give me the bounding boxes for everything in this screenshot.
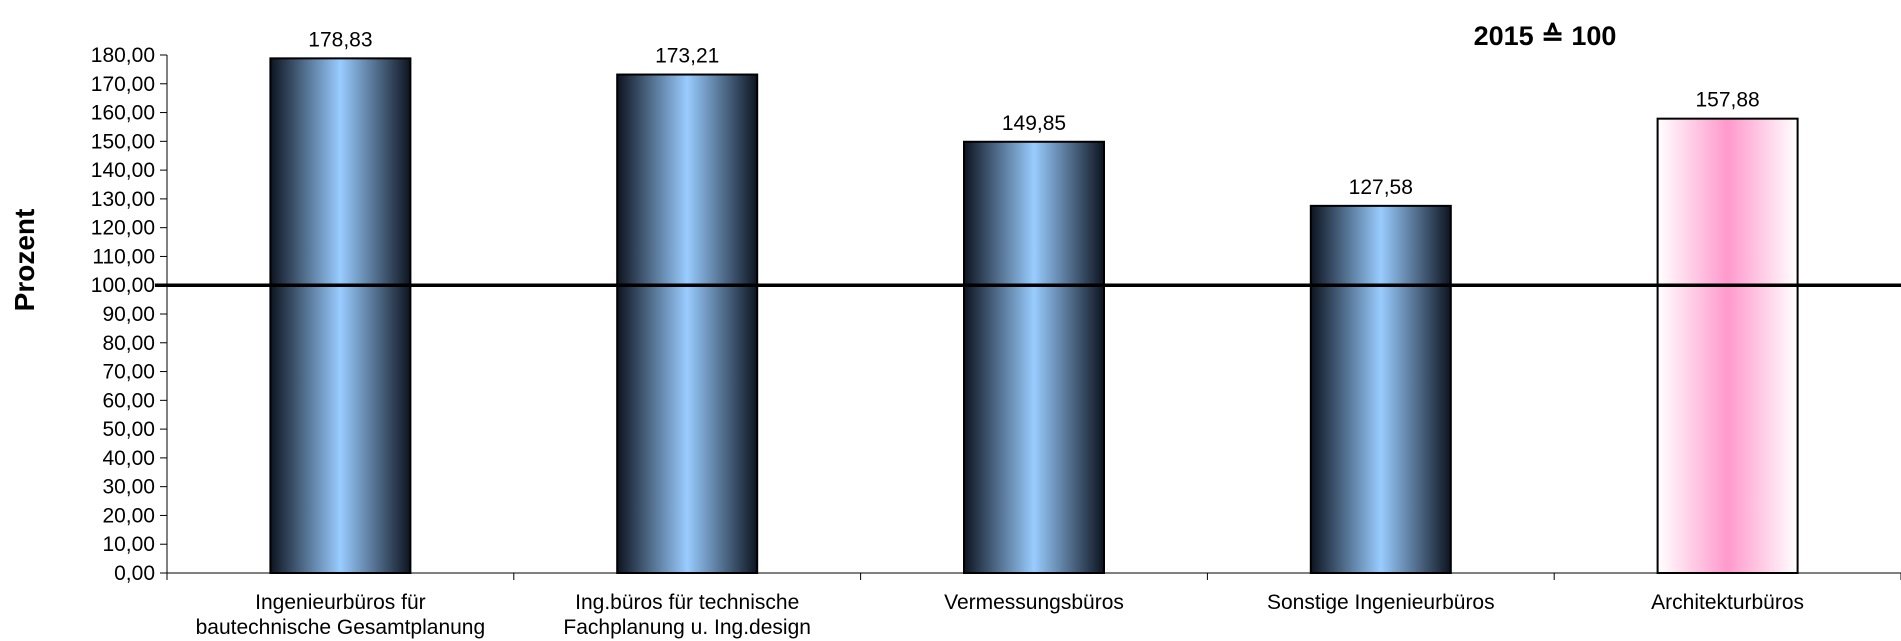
bar: [1309, 204, 1452, 574]
y-axis-title: Prozent: [9, 209, 40, 312]
y-tick-label: 30,00: [102, 476, 155, 499]
bar-value-label: 149,85: [1002, 112, 1066, 135]
y-tick-label: 40,00: [102, 447, 155, 470]
y-tick-label: 160,00: [91, 102, 155, 125]
category-label-line: Sonstige Ingenieurbüros: [1267, 591, 1495, 614]
bar: [1656, 117, 1799, 575]
category-label: Architekturbüros: [1651, 591, 1804, 614]
category-label-line: Fachplanung u. Ing.design: [563, 616, 811, 639]
bar-value-label: 173,21: [655, 45, 719, 68]
category-labels: Ingenieurbüros für bautechnische Gesamtpl…: [196, 591, 1804, 639]
category-label: Vermessungsbüros: [944, 591, 1124, 614]
bar: [963, 140, 1105, 574]
y-tick-label: 170,00: [91, 73, 155, 96]
y-tick-label: 50,00: [102, 418, 155, 441]
y-axis: 0,00 10,00 20,00 30,00 40,00 50,00 60,00 70,00 8…: [91, 44, 168, 585]
y-tick-label: 150,00: [91, 130, 155, 153]
x-axis: [166, 572, 1901, 580]
y-tick-label: 10,00: [102, 533, 155, 556]
y-tick-label: 140,00: [91, 159, 155, 182]
category-label-line: Ing.büros für technische: [575, 591, 799, 614]
y-tick-label: 20,00: [102, 504, 155, 527]
bar: [616, 73, 759, 575]
category-label-line: bautechnische Gesamtplanung: [196, 616, 486, 639]
y-tick-label: 180,00: [91, 44, 155, 67]
y-tick-label: 120,00: [91, 217, 155, 240]
y-tick-label: 70,00: [102, 361, 155, 384]
bar-value-label: 178,83: [308, 28, 372, 51]
bar: [269, 57, 412, 574]
base-year-annotation: 2015 ≙ 100: [1474, 21, 1617, 51]
bars: [269, 57, 1799, 575]
category-label-line: Vermessungsbüros: [944, 591, 1124, 614]
y-tick-label: 90,00: [102, 303, 155, 326]
y-tick-label: 100,00: [91, 274, 155, 297]
value-labels: 178,83 173,21 149,85 127,58 157,88: [308, 28, 1759, 198]
category-label: Ingenieurbüros für bautechnische Gesamtpl…: [196, 591, 486, 639]
y-tick-label: 110,00: [92, 245, 155, 268]
category-label: Ing.büros für technische Fachplanung u. I…: [563, 591, 811, 639]
y-tick-label: 130,00: [91, 188, 155, 211]
category-label-line: Ingenieurbüros für: [255, 591, 425, 614]
y-tick-label: 80,00: [102, 332, 155, 355]
bar-value-label: 127,58: [1349, 176, 1413, 199]
y-tick-label: 0,00: [114, 562, 155, 585]
bar-value-label: 157,88: [1695, 89, 1759, 112]
category-label: Sonstige Ingenieurbüros: [1267, 591, 1495, 614]
y-tick-label: 60,00: [102, 389, 155, 412]
category-label-line: Architekturbüros: [1651, 591, 1804, 614]
